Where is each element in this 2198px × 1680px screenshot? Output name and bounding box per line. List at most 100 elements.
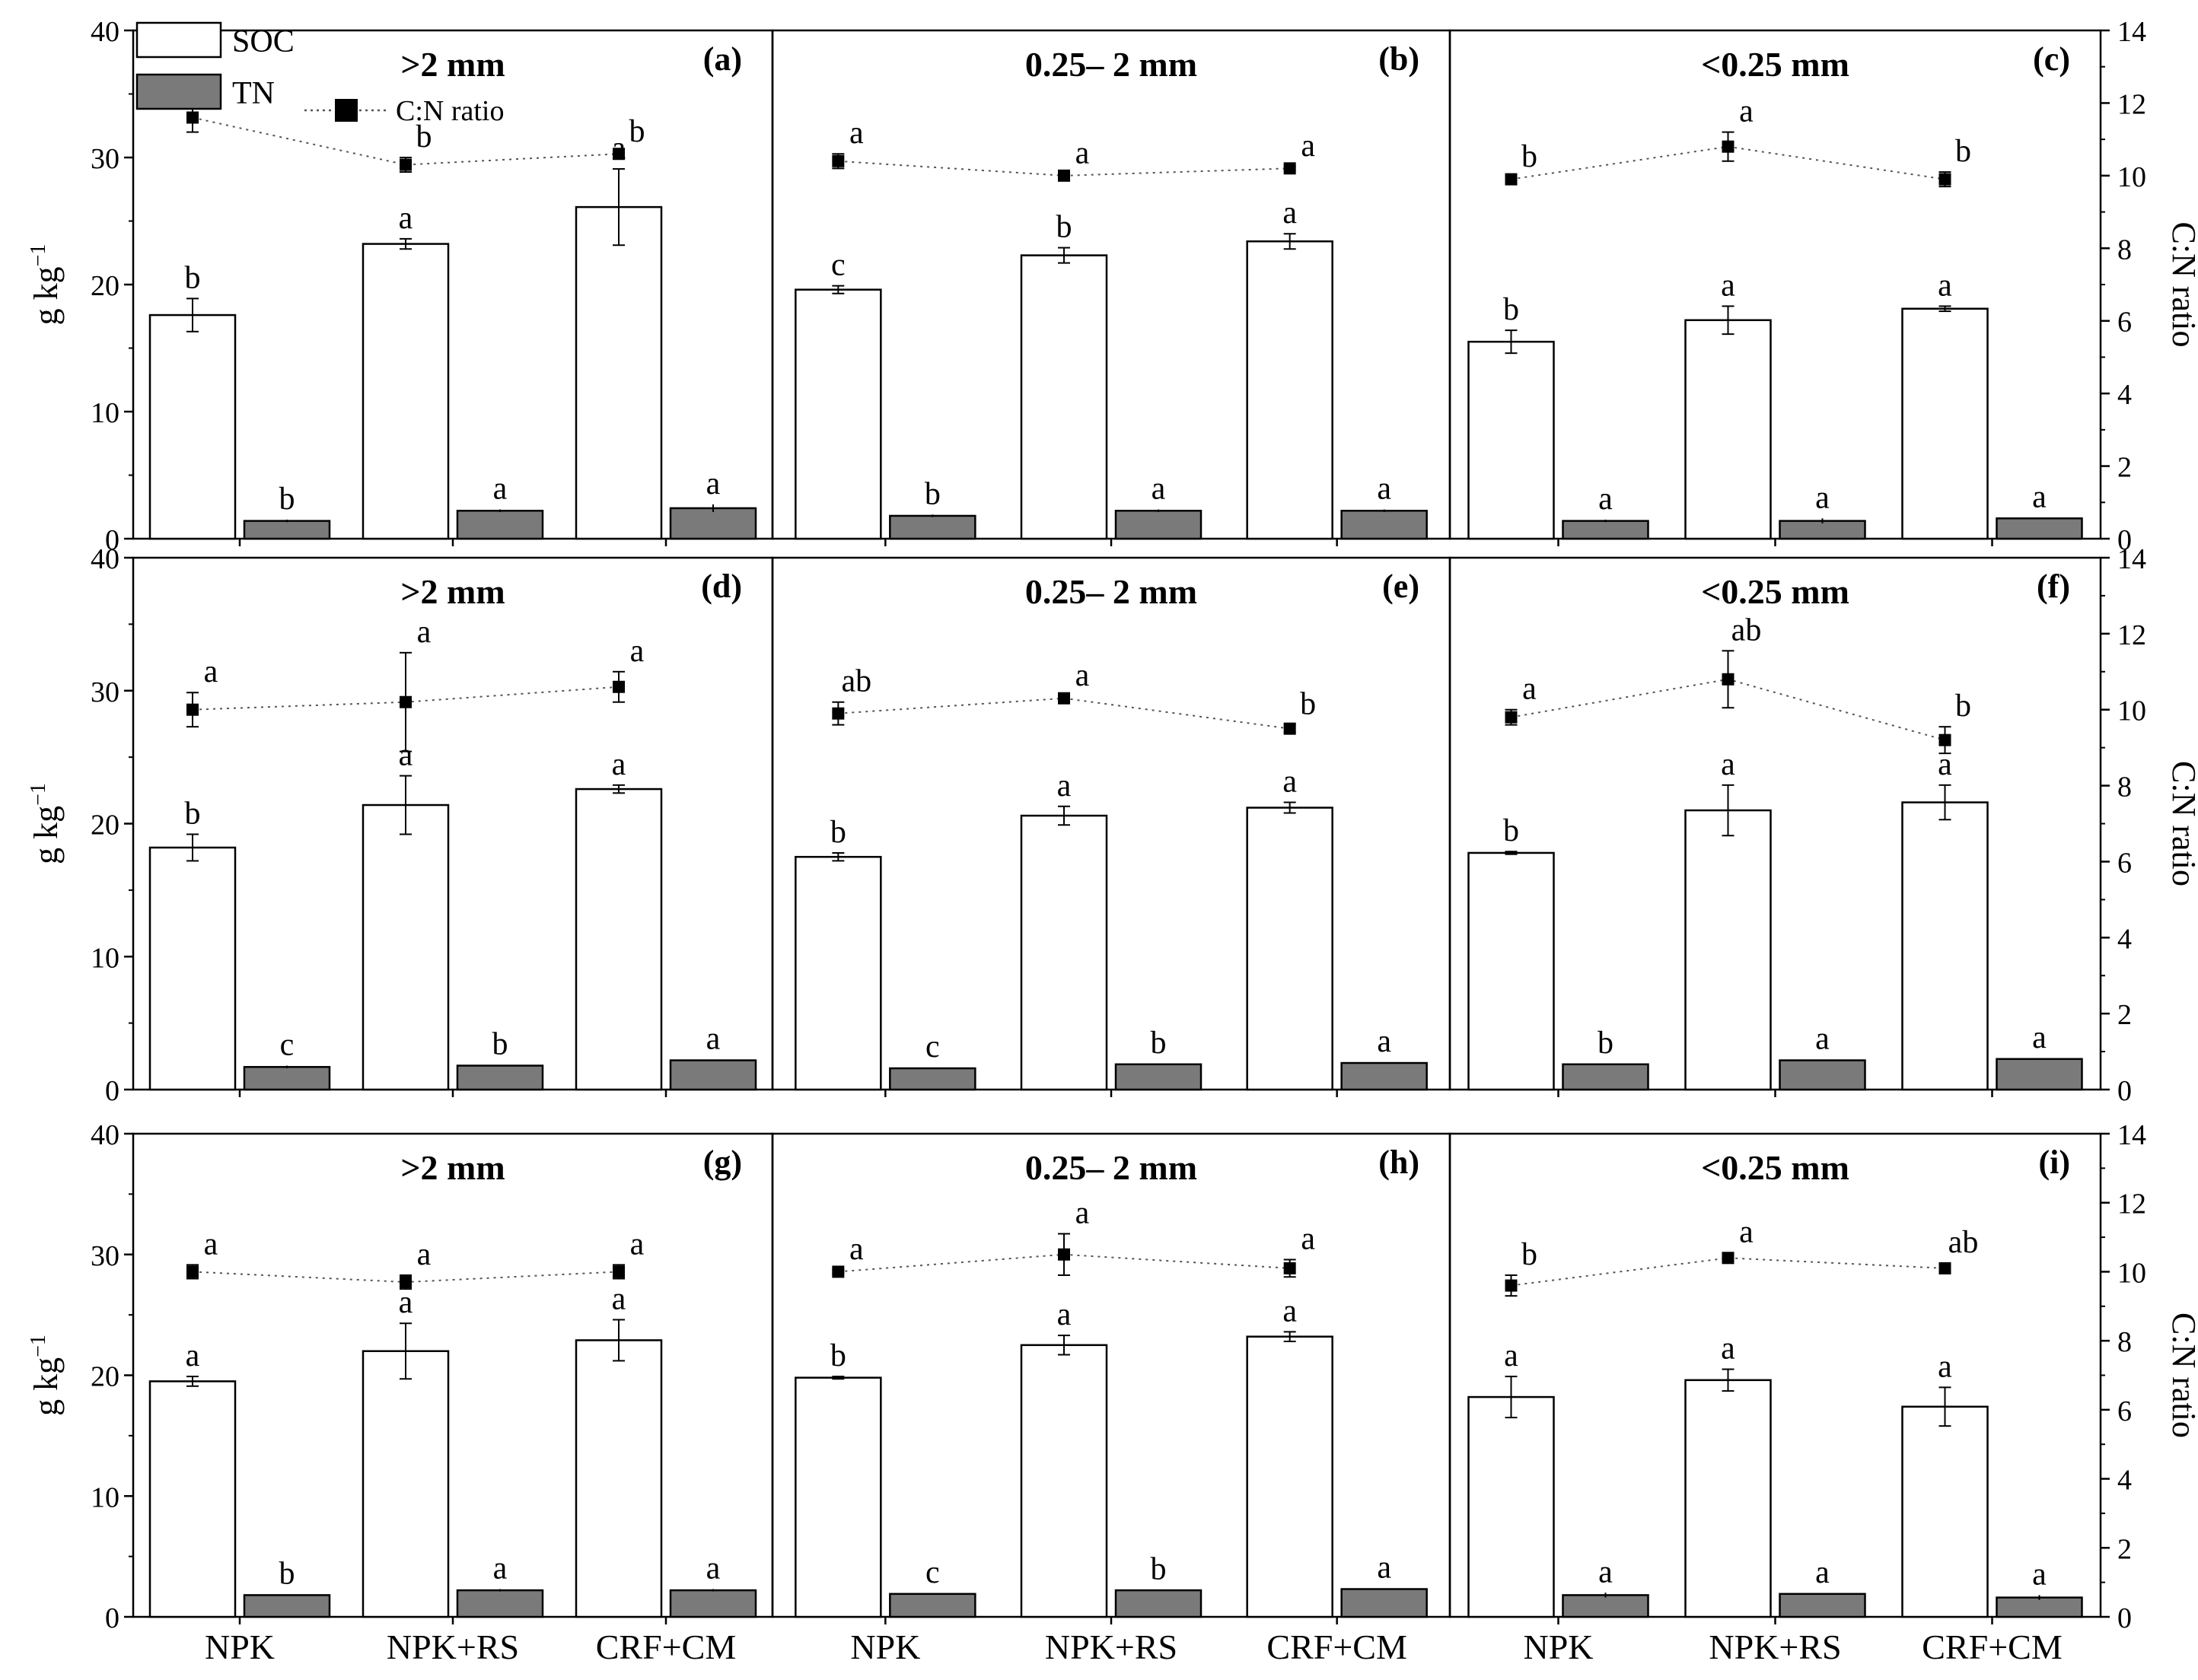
soc-bar bbox=[795, 1376, 882, 1618]
left-axis-label-sup: −1 bbox=[27, 783, 50, 806]
soc-sig-letter: a bbox=[1057, 1297, 1072, 1332]
tn-bar bbox=[1779, 1059, 1866, 1091]
tn-sig-letter: a bbox=[1598, 482, 1613, 517]
soc-sig-letter: a bbox=[1938, 747, 1952, 782]
cn-marker bbox=[1058, 692, 1070, 705]
right-tick-label: 2 bbox=[2117, 452, 2132, 484]
soc-bar bbox=[1020, 254, 1108, 540]
tn-sig-letter: b bbox=[1151, 1026, 1167, 1061]
tn-sig-letter: a bbox=[493, 472, 508, 507]
x-tick-label: NPK+RS bbox=[1709, 1628, 1841, 1666]
cn-sig-letter: a bbox=[630, 634, 645, 669]
cn-sig-letter: b bbox=[1955, 134, 1971, 169]
x-tick-label: NPK+RS bbox=[387, 1628, 519, 1666]
soc-bar bbox=[1020, 814, 1108, 1091]
tn-bar bbox=[1114, 510, 1203, 540]
cn-marker bbox=[832, 707, 845, 720]
tn-sig-letter: c bbox=[280, 1028, 295, 1063]
soc-bar bbox=[362, 1350, 450, 1618]
panel-c: 0 2 4 6 8 10 12 14 C:N ratio <0.25 mm (c) b a b a a a a a b bbox=[1448, 16, 2198, 556]
tn-bar bbox=[456, 1064, 544, 1091]
left-tick-label: 20 bbox=[91, 810, 119, 842]
tn-sig-letter: a bbox=[1815, 1022, 1830, 1057]
left-tick-label: 0 bbox=[105, 524, 119, 556]
right-tick-label: 6 bbox=[2117, 847, 2132, 879]
cn-sig-letter: a bbox=[204, 654, 218, 689]
cn-marker bbox=[186, 1265, 199, 1278]
soc-bar bbox=[575, 1339, 663, 1618]
tn-sig-letter: a bbox=[2032, 1020, 2047, 1055]
panel-letter: (d) bbox=[701, 568, 742, 605]
tn-bar bbox=[243, 1594, 331, 1618]
right-tick-label: 12 bbox=[2117, 88, 2146, 120]
tn-sig-letter: a bbox=[1152, 472, 1166, 507]
soc-bar bbox=[1684, 809, 1772, 1091]
x-tick-label: NPK bbox=[1523, 1628, 1593, 1666]
cn-marker bbox=[613, 680, 625, 693]
left-tick-label: 40 bbox=[91, 1119, 119, 1151]
soc-bar bbox=[148, 313, 237, 540]
tn-bar bbox=[1562, 520, 1649, 540]
left-tick-label: 30 bbox=[91, 676, 119, 708]
tn-sig-letter: c bbox=[925, 1555, 940, 1590]
cn-sig-letter: a bbox=[204, 1227, 218, 1262]
cn-sig-letter: a bbox=[1301, 129, 1315, 164]
soc-sig-letter: a bbox=[1282, 196, 1297, 231]
cn-sig-letter: a bbox=[1075, 135, 1090, 170]
soc-sig-letter: a bbox=[1057, 768, 1072, 803]
soc-bar bbox=[1467, 1395, 1555, 1618]
tn-sig-letter: b bbox=[492, 1027, 508, 1062]
legend-cn-label: C:N ratio bbox=[396, 95, 504, 127]
tn-sig-letter: a bbox=[706, 1022, 721, 1057]
legend-soc-swatch bbox=[135, 21, 222, 59]
cn-sig-letter: b bbox=[1521, 1237, 1537, 1272]
cn-marker bbox=[400, 695, 412, 708]
tn-sig-letter: a bbox=[1815, 480, 1830, 515]
right-axis-label: C:N ratio bbox=[2165, 761, 2198, 886]
soc-sig-letter: b bbox=[185, 260, 201, 295]
panel-letter: (g) bbox=[703, 1144, 742, 1181]
soc-bar bbox=[1467, 851, 1555, 1091]
panel-title: 0.25– 2 mm bbox=[1025, 1148, 1197, 1187]
left-tick-label: 30 bbox=[91, 1240, 119, 1272]
soc-sig-letter: a bbox=[1504, 1338, 1518, 1373]
soc-bar bbox=[575, 205, 663, 540]
tn-sig-letter: b bbox=[1151, 1551, 1167, 1586]
cn-marker bbox=[1505, 711, 1518, 724]
tn-sig-letter: a bbox=[706, 1551, 721, 1586]
tn-sig-letter: b bbox=[1598, 1026, 1613, 1061]
cn-marker bbox=[832, 154, 845, 167]
soc-sig-letter: a bbox=[1721, 268, 1735, 303]
soc-bar bbox=[1901, 801, 1989, 1091]
soc-sig-letter: a bbox=[186, 1338, 200, 1373]
cn-sig-letter: a bbox=[849, 116, 864, 151]
cn-sig-letter: b bbox=[629, 114, 645, 149]
cn-marker bbox=[186, 111, 199, 124]
cn-marker bbox=[613, 1265, 625, 1278]
left-axis-label-sup: −1 bbox=[27, 244, 50, 267]
tn-bar bbox=[1562, 1594, 1649, 1618]
cn-marker bbox=[832, 1265, 845, 1278]
left-axis-label-sup: −1 bbox=[27, 1335, 50, 1357]
legend-tn-swatch bbox=[135, 73, 222, 110]
soc-sig-letter: a bbox=[399, 738, 413, 773]
soc-bar bbox=[148, 846, 237, 1091]
right-tick-label: 4 bbox=[2117, 1465, 2132, 1497]
cn-marker bbox=[1505, 1279, 1518, 1292]
tn-sig-letter: b bbox=[279, 1557, 295, 1592]
left-tick-label: 10 bbox=[91, 942, 119, 974]
tn-bar bbox=[1996, 517, 2083, 540]
tn-sig-letter: a bbox=[1598, 1554, 1613, 1589]
cn-marker bbox=[1505, 173, 1518, 186]
legend-soc-label: SOC bbox=[232, 24, 295, 59]
soc-sig-letter: a bbox=[1282, 765, 1297, 800]
tn-bar bbox=[456, 1589, 544, 1618]
soc-bar bbox=[1020, 1344, 1108, 1618]
cn-sig-letter: a bbox=[630, 1227, 645, 1262]
right-tick-label: 10 bbox=[2117, 161, 2146, 193]
